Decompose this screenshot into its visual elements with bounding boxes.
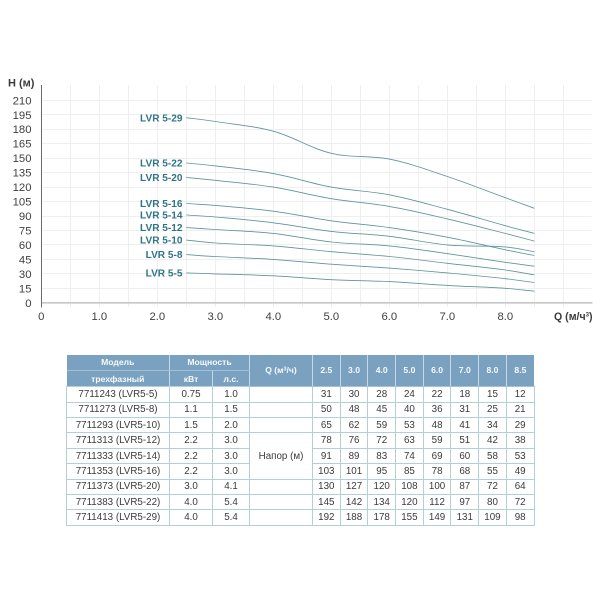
svg-text:LVR 5-5: LVR 5-5 [146,269,183,280]
svg-text:180: 180 [13,124,32,136]
svg-text:60: 60 [19,240,32,252]
svg-text:195: 195 [13,110,32,122]
svg-text:15: 15 [19,283,32,295]
svg-text:120: 120 [13,182,32,194]
svg-text:165: 165 [13,139,32,151]
svg-text:LVR 5-14: LVR 5-14 [140,211,183,222]
svg-text:4.0: 4.0 [265,311,281,323]
svg-text:Q (м/ч3): Q (м/ч3) [554,311,593,323]
svg-text:2.0: 2.0 [149,311,165,323]
svg-text:LVR 5-29: LVR 5-29 [140,113,183,124]
svg-text:90: 90 [19,211,32,223]
svg-text:150: 150 [13,153,32,165]
svg-text:75: 75 [19,226,32,238]
svg-text:1.0: 1.0 [91,311,107,323]
svg-text:6.0: 6.0 [381,311,397,323]
svg-text:H (м): H (м) [8,78,35,90]
svg-text:0: 0 [38,311,44,323]
svg-text:0: 0 [25,298,31,310]
svg-text:8.0: 8.0 [497,311,513,323]
svg-text:210: 210 [13,95,32,107]
svg-text:LVR 5-22: LVR 5-22 [140,159,183,170]
svg-text:LVR 5-20: LVR 5-20 [140,173,183,184]
svg-text:45: 45 [19,254,32,266]
svg-text:105: 105 [13,197,32,209]
svg-text:7.0: 7.0 [439,311,455,323]
svg-text:5.0: 5.0 [323,311,339,323]
svg-text:LVR 5-16: LVR 5-16 [140,199,183,210]
svg-text:30: 30 [19,269,32,281]
svg-text:135: 135 [13,168,32,180]
svg-text:LVR 5-8: LVR 5-8 [146,250,183,261]
svg-text:3.0: 3.0 [207,311,223,323]
svg-text:LVR 5-12: LVR 5-12 [140,223,183,234]
svg-text:LVR 5-10: LVR 5-10 [140,236,183,247]
